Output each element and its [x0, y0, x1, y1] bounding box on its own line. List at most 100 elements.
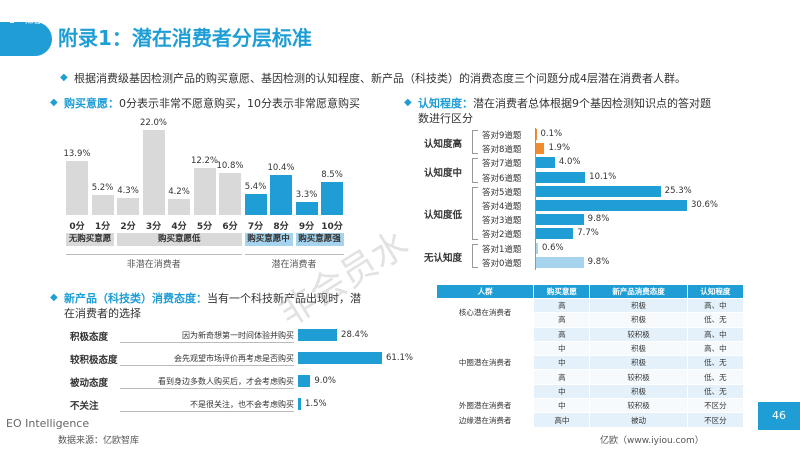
intro-text: 根据消费级基因检测产品的购买意愿、基因检测的认知程度、新产品（科技类）的消费态度…	[74, 72, 686, 85]
purchase-category-label: 10分	[321, 222, 343, 232]
table-group-cell: 边缘潜在消费者	[435, 412, 535, 428]
purchase-bar	[219, 173, 241, 215]
purchase-value-label: 5.4%	[244, 182, 267, 193]
attitude-leader-line	[120, 342, 294, 343]
table-cell: 高中	[533, 412, 591, 428]
table-group-cell: 外圈潜在消费者	[435, 398, 535, 414]
attitude-section-desc-line1: 当有一个科技新产品出现时，潜	[207, 292, 361, 305]
table-cell: 中	[533, 383, 591, 400]
cognition-category-label: 答对7道题	[482, 159, 522, 170]
table-cell: 低、无	[686, 369, 745, 385]
purchase-bar	[66, 161, 88, 215]
cognition-value-label: 30.6%	[691, 200, 719, 210]
purchase-group-label: 无购买意愿	[66, 233, 114, 246]
purchase-category-label: 8分	[273, 222, 289, 232]
purchase-bar	[168, 198, 190, 215]
table-group-cell: 中圈潜在消费者	[435, 326, 535, 400]
attitude-value-label: 1.5%	[305, 399, 327, 409]
cognition-value-label: 1.9%	[548, 143, 571, 154]
table-header-cell: 购买意愿	[533, 284, 591, 299]
purchase-value-label: 12.2%	[190, 155, 218, 166]
purchase-bar	[193, 167, 216, 215]
attitude-leader-line	[120, 388, 294, 389]
cognition-group-label: 认知度中	[424, 167, 463, 179]
attitude-value-label: 28.4%	[341, 330, 369, 340]
table-cell: 被动	[589, 412, 688, 428]
table-cell: 高、中	[686, 326, 745, 342]
purchase-bar	[91, 194, 114, 215]
purchase-bar	[142, 130, 165, 215]
cognition-category-label: 答对1道题	[482, 244, 522, 255]
table-cell: 积极	[589, 340, 688, 357]
cognition-section-desc-line1: 潜在消费者总体根据9个基因检测知识点的答对题	[473, 97, 711, 110]
cognition-section-key: 认知程度：	[418, 97, 473, 110]
cognition-group-label: 无认知度	[424, 252, 463, 264]
table-cell: 不区分	[686, 412, 745, 428]
table-cell: 较积极	[589, 369, 688, 385]
table-cell: 高、中	[686, 297, 745, 314]
cognition-bar	[535, 143, 545, 155]
attitude-leader-line	[120, 365, 294, 366]
purchase-value-label: 22.0%	[139, 118, 167, 128]
cognition-section-title: 认知程度：潜在消费者总体根据9个基因检测知识点的答对题	[418, 95, 711, 111]
table-cell: 中	[533, 340, 591, 357]
purchase-group-label: 购买意愿强	[295, 233, 344, 246]
purchase-value-label: 10.4%	[267, 162, 295, 173]
cognition-bar	[535, 157, 555, 169]
cognition-category-label: 答对9道题	[482, 131, 522, 141]
footer-source: 数据来源：亿欧智库	[58, 436, 140, 446]
table-body: 核心潜在消费者高积极 高、中高积极 低、无 中圈潜在消费者高较积极 高、中中积极 高、中中…	[435, 297, 745, 428]
purchase-bar	[321, 182, 343, 215]
attitude-bar	[298, 352, 382, 364]
purchase-value-label: 13.9%	[63, 149, 91, 160]
table-cell: 不区分	[686, 398, 745, 414]
attitude-bar	[298, 329, 338, 341]
table-cell: 低、无	[686, 312, 745, 328]
cognition-category-label: 答对4道题	[482, 202, 522, 212]
attitude-section-key: 新产品（科技类）消费态度：	[64, 292, 207, 305]
table-cell: 高	[533, 326, 591, 342]
purchase-group-label: 购买意愿中	[244, 233, 293, 246]
purchase-value-label: 10.8%	[216, 161, 244, 172]
diamond-bullet-icon: ◆	[50, 97, 58, 108]
attitude-leader-line	[120, 411, 294, 412]
attitude-category-label: 不关注	[70, 401, 99, 412]
table-row: 边缘潜在消费者 高中 被动 不区分	[435, 412, 745, 428]
table-row: 高积极 低、无	[437, 312, 745, 328]
table-cell: 积极	[589, 297, 688, 314]
page-number-badge	[758, 402, 800, 430]
table-header-row: 人群 购买意愿 新产品消费态度 认知程度	[435, 284, 745, 299]
cognition-value-label: 10.1%	[589, 171, 617, 182]
table-cell: 高、中	[686, 340, 745, 357]
page-number: 46	[772, 409, 786, 422]
logo-mark: Y	[4, 4, 20, 29]
table-row: 中圈潜在消费者高较积极 高、中	[435, 326, 745, 400]
purchase-bar	[295, 202, 318, 215]
purchase-category-label: 4分	[171, 222, 187, 232]
purchase-category-label: 2分	[120, 222, 136, 232]
attitude-description: 因为新奇想第一时间体验并购买	[182, 331, 294, 340]
purchase-section-key: 购买意愿：	[64, 97, 119, 110]
table-cell: 高	[533, 369, 591, 385]
table-header-cell: 人群	[435, 284, 535, 299]
purchase-category-label: 3分	[145, 222, 162, 232]
attitude-description: 不是很关注，也不会考虑购买	[190, 400, 294, 409]
table-cell: 积极	[589, 355, 688, 371]
purchase-section-desc: 0分表示非常不愿意购买，10分表示非常愿意购买	[119, 97, 360, 110]
purchase-value-label: 8.5%	[321, 170, 343, 181]
table-row: 高较积极 低、无	[437, 369, 745, 385]
attitude-value-label: 9.0%	[314, 376, 336, 386]
attitude-section-desc-line2: 在消费者的选择	[64, 307, 141, 320]
table-cell: 低、无	[686, 383, 745, 400]
cognition-category-label: 答对5道题	[482, 187, 522, 198]
table-cell: 较积极	[589, 326, 688, 342]
cognition-value-label: 7.7%	[577, 228, 599, 239]
attitude-description: 会先观望市场评价再考虑是否购买	[174, 354, 294, 363]
attitude-category-label: 较积极态度	[70, 355, 118, 366]
attitude-bar	[298, 398, 301, 410]
page-title: 附录1：潜在消费者分层标准	[58, 26, 312, 50]
cognition-bar	[535, 214, 584, 226]
cognition-bar	[535, 242, 538, 254]
table-group-cell: 核心潜在消费者	[435, 298, 535, 328]
purchase-value-label: 5.2%	[91, 182, 114, 193]
